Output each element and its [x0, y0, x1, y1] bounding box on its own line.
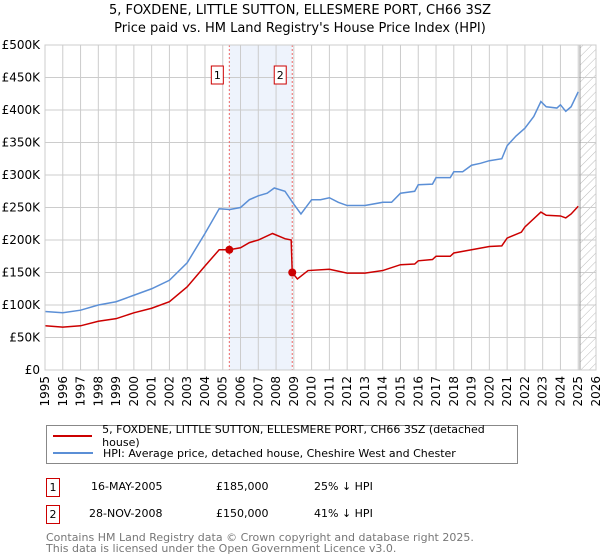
- sale-price: £150,000: [216, 507, 269, 520]
- x-tick-label: 2005: [216, 376, 230, 407]
- sale-point: [288, 268, 297, 277]
- y-tick-label: £350K: [2, 136, 42, 150]
- x-tick-label: 2023: [536, 376, 550, 407]
- x-tick-label: 2000: [127, 376, 141, 407]
- x-tick-label: 2022: [518, 376, 532, 407]
- sale-date: 16-MAY-2005: [91, 480, 163, 493]
- y-tick-label: £400K: [2, 103, 42, 117]
- x-tick-label: 2021: [500, 376, 514, 407]
- x-tick-label: 2015: [393, 376, 407, 407]
- x-tick-label: 2004: [198, 376, 212, 407]
- chart-subtitle: Price paid vs. HM Land Registry's House …: [114, 21, 486, 36]
- footer-line: This data is licensed under the Open Gov…: [46, 542, 397, 555]
- x-tick-label: 2011: [322, 376, 336, 407]
- chart-title: 5, FOXDENE, LITTLE SUTTON, ELLESMERE POR…: [108, 3, 491, 18]
- x-tick-label: 2026: [589, 376, 600, 407]
- sale-label: 1: [214, 69, 221, 82]
- x-tick-label: 1998: [91, 376, 105, 407]
- y-tick-label: £450K: [2, 71, 42, 85]
- sale-badge: 1: [46, 478, 60, 497]
- y-tick-label: £250K: [2, 201, 42, 215]
- legend-item-hpi: HPI: Average price, detached house, Ches…: [53, 445, 456, 461]
- x-tick-label: 2006: [234, 376, 248, 407]
- legend-label: 5, FOXDENE, LITTLE SUTTON, ELLESMERE POR…: [102, 423, 485, 449]
- x-tick-label: 2010: [305, 376, 319, 407]
- x-tick-label: 2003: [180, 376, 194, 407]
- x-tick-label: 2020: [482, 376, 496, 407]
- x-tick-label: 2008: [269, 376, 283, 407]
- x-tick-label: 2001: [145, 376, 159, 407]
- y-tick-label: £100K: [2, 298, 42, 312]
- plot-border: [44, 44, 597, 371]
- sale-row: 1 16-MAY-2005 £185,000 25% ↓ HPI: [46, 478, 446, 497]
- sale-delta: 25% ↓ HPI: [314, 480, 373, 493]
- y-tick-label: £50K: [9, 331, 41, 345]
- x-tick-label: 2025: [571, 376, 585, 407]
- x-tick-label: 2002: [162, 376, 176, 407]
- x-tick-label: 2024: [553, 376, 567, 407]
- legend-item-property: 5, FOXDENE, LITTLE SUTTON, ELLESMERE POR…: [53, 423, 517, 449]
- footer-line: Contains HM Land Registry data © Crown c…: [46, 531, 474, 544]
- series-line: [44, 205, 579, 328]
- x-tick-label: 2019: [465, 376, 479, 407]
- x-tick-label: 2009: [287, 376, 301, 407]
- x-tick-label: 2012: [340, 376, 354, 407]
- x-tick-label: 2013: [358, 376, 372, 407]
- x-tick-label: 2007: [251, 376, 265, 407]
- x-tick-label: 1997: [74, 376, 88, 407]
- y-tick-label: £150K: [2, 266, 42, 280]
- sale-delta: 41% ↓ HPI: [314, 507, 373, 520]
- legend-label: HPI: Average price, detached house, Ches…: [103, 446, 456, 460]
- legend-swatch-blue: [53, 452, 93, 454]
- x-tick-label: 1999: [109, 376, 123, 407]
- x-tick-label: 1996: [56, 376, 70, 407]
- series-line: [44, 91, 579, 314]
- legend-swatch-red: [53, 435, 93, 437]
- plot-area: 1995 1996 1997 1998 1999 2000 2001 2002 2003 2004…: [2, 38, 600, 407]
- sale-label: 2: [277, 69, 284, 82]
- sale-badge: 2: [46, 505, 60, 524]
- y-tick-label: £0: [25, 363, 40, 377]
- y-tick-label: £500K: [2, 38, 42, 52]
- y-tick-label: £300K: [2, 168, 42, 182]
- sale-label-box: [210, 65, 224, 85]
- legend: 5, FOXDENE, LITTLE SUTTON, ELLESMERE POR…: [46, 423, 518, 464]
- sale-row: 2 28-NOV-2008 £150,000 41% ↓ HPI: [46, 505, 446, 524]
- x-tick-label: 2014: [376, 376, 390, 407]
- sale-label-box: [273, 65, 287, 85]
- sale-date: 28-NOV-2008: [89, 507, 163, 520]
- x-tick-label: 2016: [411, 376, 425, 407]
- x-tick-label: 2018: [447, 376, 461, 407]
- sale-point: [225, 245, 234, 254]
- sale-price: £185,000: [216, 480, 269, 493]
- x-tick-label: 2017: [429, 376, 443, 407]
- x-tick-label: 1995: [38, 376, 52, 407]
- y-tick-label: £200K: [2, 233, 42, 247]
